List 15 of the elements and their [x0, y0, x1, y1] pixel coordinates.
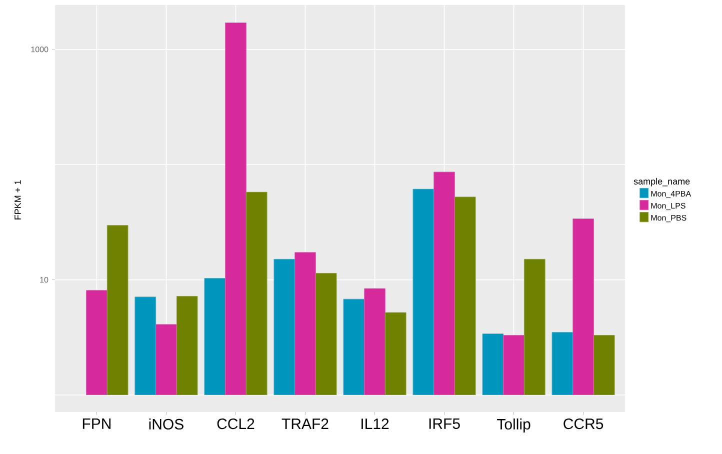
- x-tick-label: CCR5: [564, 418, 604, 430]
- legend-label: Mon_LPS: [651, 202, 686, 210]
- legend-label: Mon_4PBA: [651, 190, 692, 198]
- x-tick-label: CCL2: [217, 418, 254, 430]
- y-tick-label: 10: [40, 276, 48, 283]
- legend-title: sample_name: [634, 178, 690, 186]
- y-axis-title: FPKM + 1: [14, 180, 21, 220]
- x-tick-label: TRAF2: [282, 418, 328, 429]
- y-tick-label: 1000: [31, 46, 48, 52]
- legend-label: Mon_PBS: [651, 214, 686, 222]
- x-tick-label: FPN: [82, 418, 110, 429]
- x-tick-label: iNOS: [149, 418, 184, 430]
- x-tick-label: Tollip: [497, 418, 530, 432]
- x-tick-label: IRF5: [429, 418, 460, 429]
- x-tick-label: IL12: [362, 418, 389, 429]
